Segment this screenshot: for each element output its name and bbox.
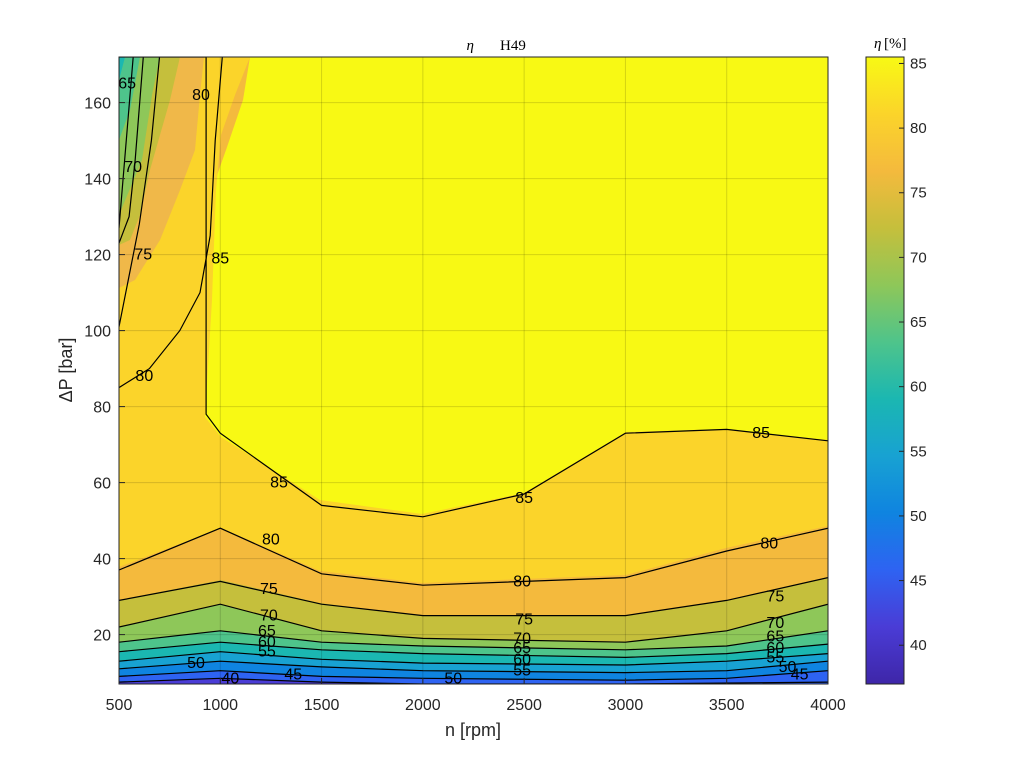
colorbar-label-unit: [%] xyxy=(884,36,907,52)
contour-line-75 xyxy=(119,57,161,327)
band-left-60-wedge xyxy=(119,57,125,80)
y-tick-label: 160 xyxy=(84,96,111,113)
band-left-85-region xyxy=(119,57,828,684)
colorbar-tick-label: 80 xyxy=(910,120,927,137)
colorbar-tick-label: 40 xyxy=(910,637,927,654)
x-axis-ticks: 500 1000 1500 2000 2500 3000 3500 4000 xyxy=(106,678,846,714)
contour-label: 65 xyxy=(513,640,531,657)
contour-label: 80 xyxy=(760,535,778,552)
y-tick-label: 120 xyxy=(84,248,111,265)
colorbar-gradient xyxy=(865,56,905,685)
x-tick-label: 4000 xyxy=(810,697,846,714)
colorbar: 40 45 50 55 60 65 70 75 80 85 η [%] xyxy=(865,36,927,685)
contour-line-55 xyxy=(119,651,828,666)
contour-label: 75 xyxy=(766,589,784,606)
contour-label: 60 xyxy=(258,634,276,651)
contour-label: 85 xyxy=(752,425,770,442)
contour-label: 85 xyxy=(515,490,533,507)
contour-label: 60 xyxy=(766,640,784,657)
contour-label: 75 xyxy=(260,581,278,598)
x-tick-label: 1500 xyxy=(304,697,340,714)
x-tick-label: 1000 xyxy=(202,697,238,714)
contour-label: 85 xyxy=(270,475,288,492)
colorbar-tick-label: 65 xyxy=(910,314,927,331)
colorbar-label-symbol: η xyxy=(874,36,881,52)
contour-label: 70 xyxy=(766,615,784,632)
contour-line-80 xyxy=(119,57,223,389)
contour-label: 45 xyxy=(791,667,809,684)
contour-label: 70 xyxy=(124,159,142,176)
y-axis-label: ΔP [bar] xyxy=(56,338,76,403)
plot-frame xyxy=(118,56,829,685)
contour-label: 65 xyxy=(258,623,276,640)
grid-layer xyxy=(119,57,828,684)
x-tick-label: 2500 xyxy=(506,697,542,714)
colorbar-ticks: 40 45 50 55 60 65 70 75 80 85 xyxy=(899,55,927,654)
colorbar-tick-label: 55 xyxy=(910,443,927,460)
plot-area: 6580708575808585858080807575757070706565… xyxy=(118,56,829,688)
y-tick-label: 140 xyxy=(84,172,111,189)
x-axis-label: n [rpm] xyxy=(445,720,501,740)
y-tick-label: 40 xyxy=(93,552,111,569)
x-tick-label: 500 xyxy=(106,697,133,714)
x-tick-label: 3000 xyxy=(608,697,644,714)
contour-label: 80 xyxy=(262,532,280,549)
contour-line-60 xyxy=(119,641,828,659)
contour-line-85 xyxy=(119,57,828,518)
y-tick-label: 100 xyxy=(84,324,111,341)
x-tick-label: 2000 xyxy=(405,697,441,714)
contour-label: 80 xyxy=(513,573,531,590)
colorbar-tick-label: 60 xyxy=(910,379,927,396)
chart-title: η H49 xyxy=(467,38,526,54)
contour-line-70 xyxy=(119,603,828,643)
contour-label: 65 xyxy=(118,76,136,93)
contour-label: 85 xyxy=(211,250,229,267)
contour-label: 70 xyxy=(513,630,531,647)
chart-title-symbol: η xyxy=(467,38,474,54)
contour-line-75 xyxy=(119,577,828,617)
y-tick-label: 20 xyxy=(93,628,111,645)
contour-label: 70 xyxy=(260,608,278,625)
contour-label: 80 xyxy=(135,368,153,385)
y-axis-ticks: 20 40 60 80 100 120 140 160 xyxy=(84,96,125,645)
contour-line-80 xyxy=(119,527,828,586)
colorbar-tick-label: 45 xyxy=(910,573,927,590)
contour-label: 75 xyxy=(515,611,533,628)
y-tick-label: 60 xyxy=(93,476,111,493)
contour-label: 75 xyxy=(134,247,152,264)
contour-line-layer xyxy=(119,57,828,684)
contour-label: 55 xyxy=(766,649,784,666)
colorbar-tick-label: 75 xyxy=(910,185,927,202)
contour-line-50 xyxy=(119,660,828,674)
contour-label: 60 xyxy=(513,651,531,668)
contour-line-70 xyxy=(119,57,144,244)
contour-label: 50 xyxy=(444,670,462,687)
contour-label: 65 xyxy=(766,629,784,646)
contour-label: 55 xyxy=(258,644,276,661)
y-tick-label: 80 xyxy=(93,400,111,417)
contour-label: 50 xyxy=(779,659,797,676)
contour-label: 40 xyxy=(222,670,240,687)
colorbar-tick-label: 50 xyxy=(910,508,927,525)
contour-label: 55 xyxy=(513,663,531,680)
contour-label: 80 xyxy=(192,87,210,104)
contour-label-layer: 6580708575808585858080807575757070706565… xyxy=(118,76,808,688)
colorbar-tick-label: 85 xyxy=(910,55,927,72)
contour-label: 50 xyxy=(187,655,205,672)
contour-label: 45 xyxy=(284,667,302,684)
chart-title-text: H49 xyxy=(500,38,526,54)
colorbar-tick-label: 70 xyxy=(910,249,927,266)
contour-line-65 xyxy=(119,630,828,651)
x-tick-label: 3500 xyxy=(709,697,745,714)
